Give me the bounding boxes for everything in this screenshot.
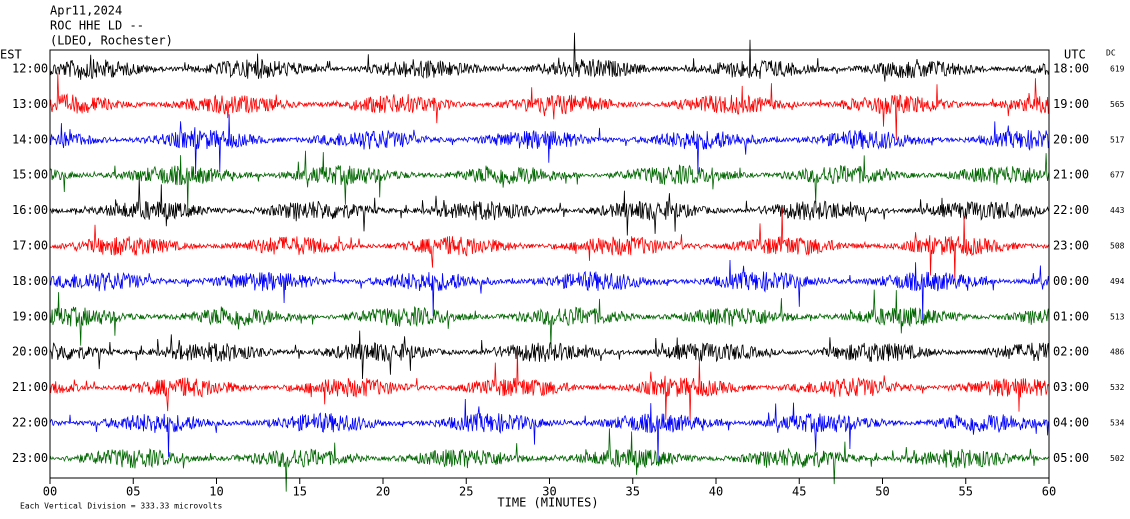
utc-label: 23:00 bbox=[1053, 239, 1089, 253]
est-label: 18:00 bbox=[12, 274, 48, 288]
utc-label: 00:00 bbox=[1053, 274, 1089, 288]
dc-label: 619 bbox=[1110, 65, 1125, 74]
traces bbox=[49, 32, 1050, 492]
dc-label: 486 bbox=[1110, 348, 1125, 357]
utc-title: UTC bbox=[1064, 48, 1086, 62]
trace bbox=[49, 398, 1050, 462]
dc-label: 494 bbox=[1110, 277, 1125, 286]
dc-label: 517 bbox=[1110, 135, 1125, 144]
utc-label: 19:00 bbox=[1053, 97, 1089, 111]
x-tick-label: 50 bbox=[875, 485, 889, 499]
trace bbox=[49, 259, 1050, 320]
x-tick-label: 55 bbox=[959, 485, 973, 499]
est-label: 22:00 bbox=[12, 416, 48, 430]
utc-label: 21:00 bbox=[1053, 168, 1089, 182]
utc-label: 03:00 bbox=[1053, 380, 1089, 394]
footer: Each Vertical Division = 333.33 microvol… bbox=[20, 502, 222, 511]
x-tick-label: 40 bbox=[709, 485, 723, 499]
plot-frame bbox=[49, 49, 1050, 479]
est-label: 23:00 bbox=[12, 451, 48, 465]
trace bbox=[49, 289, 1050, 349]
trace bbox=[49, 330, 1050, 380]
dc-label: 508 bbox=[1110, 242, 1125, 251]
est-label: 19:00 bbox=[12, 309, 48, 323]
est-label: 16:00 bbox=[12, 203, 48, 217]
utc-label: 18:00 bbox=[1053, 62, 1089, 76]
est-label: 15:00 bbox=[12, 168, 48, 182]
est-label: 17:00 bbox=[12, 239, 48, 253]
dc-label: 513 bbox=[1110, 312, 1125, 321]
x-tick-label: 45 bbox=[792, 485, 806, 499]
utc-label: 22:00 bbox=[1053, 203, 1089, 217]
x-tick-label: 05 bbox=[126, 485, 140, 499]
trace bbox=[49, 114, 1050, 175]
x-tick-label: 35 bbox=[626, 485, 640, 499]
x-tick-label: 10 bbox=[209, 485, 223, 499]
dc-label: 677 bbox=[1110, 171, 1125, 180]
dc-title: DC bbox=[1106, 49, 1116, 58]
date: Apr11,2024 bbox=[50, 4, 122, 18]
trace bbox=[49, 72, 1050, 141]
x-tick-label: 20 bbox=[376, 485, 390, 499]
utc-label: 05:00 bbox=[1053, 451, 1089, 465]
utc-label: 01:00 bbox=[1053, 309, 1089, 323]
est-label: 12:00 bbox=[12, 62, 48, 76]
x-axis-label: TIME (MINUTES) bbox=[497, 496, 598, 510]
trace bbox=[49, 32, 1050, 82]
trace bbox=[49, 348, 1050, 422]
trace bbox=[49, 207, 1050, 281]
x-tick-label: 25 bbox=[459, 485, 473, 499]
utc-label: 04:00 bbox=[1053, 416, 1089, 430]
x-tick-label: 60 bbox=[1042, 485, 1056, 499]
est-label: 14:00 bbox=[12, 132, 48, 146]
utc-label: 02:00 bbox=[1053, 345, 1089, 359]
est-title: EST bbox=[0, 48, 22, 62]
dc-label: 534 bbox=[1110, 419, 1125, 428]
dc-label: 502 bbox=[1110, 454, 1125, 463]
trace bbox=[49, 177, 1050, 236]
dc-label: 443 bbox=[1110, 206, 1125, 215]
location: (LDEO, Rochester) bbox=[50, 34, 173, 48]
est-label: 20:00 bbox=[12, 345, 48, 359]
station: ROC HHE LD -- bbox=[50, 19, 144, 33]
utc-label: 20:00 bbox=[1053, 132, 1089, 146]
trace bbox=[49, 428, 1050, 492]
dc-label: 565 bbox=[1110, 100, 1125, 109]
x-tick-label: 30 bbox=[542, 485, 556, 499]
x-tick-label: 00 bbox=[43, 485, 57, 499]
est-label: 21:00 bbox=[12, 380, 48, 394]
dc-label: 532 bbox=[1110, 383, 1125, 392]
trace bbox=[49, 150, 1050, 213]
est-label: 13:00 bbox=[12, 97, 48, 111]
x-tick-label: 15 bbox=[293, 485, 307, 499]
